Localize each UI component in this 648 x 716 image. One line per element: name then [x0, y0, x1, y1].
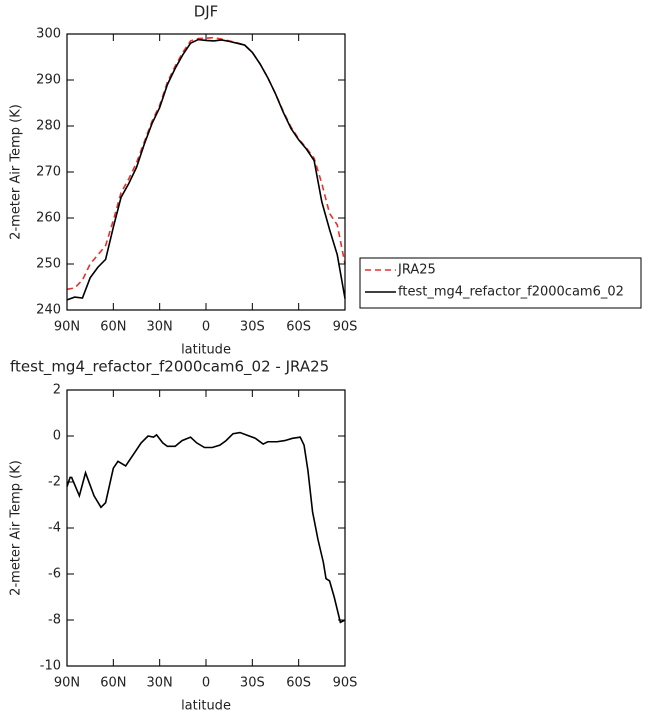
y-tick-label: 240 [36, 303, 61, 318]
x-tick-label: 60N [100, 320, 126, 335]
x-tick-label: 30N [147, 320, 173, 335]
x-axis-label: latitude [181, 699, 231, 714]
x-tick-label: 90S [333, 676, 358, 691]
y-tick-label: 250 [36, 257, 61, 272]
x-tick-label: 90N [54, 320, 80, 335]
y-tick-label: 2 [53, 383, 61, 398]
chart-title: DJF [194, 3, 219, 21]
data-line [66, 38, 346, 301]
x-tick-label: 60N [100, 676, 126, 691]
legend-label: JRA25 [397, 263, 436, 278]
data-line [66, 36, 346, 291]
x-tick-label: 90S [333, 320, 358, 335]
legend-box [359, 257, 642, 309]
x-tick-label: 90N [54, 676, 80, 691]
x-axis-label: latitude [181, 343, 231, 358]
plot-frame [66, 33, 346, 311]
x-tick-label: 30S [240, 676, 265, 691]
y-tick-label: -4 [48, 521, 61, 536]
legend-label: ftest_mg4_refactor_f2000cam6_02 [398, 285, 624, 300]
y-axis-label: 2-meter Air Temp (K) [9, 104, 24, 240]
y-tick-label: 290 [36, 73, 61, 88]
y-tick-label: -2 [48, 475, 61, 490]
y-tick-label: 270 [36, 165, 61, 180]
y-tick-label: -8 [48, 613, 61, 628]
plot-frame [66, 389, 346, 667]
y-tick-label: -10 [40, 659, 61, 674]
y-tick-label: -6 [48, 567, 61, 582]
y-tick-label: 260 [36, 211, 61, 226]
y-axis-label: 2-meter Air Temp (K) [9, 460, 24, 596]
x-tick-label: 60S [286, 320, 311, 335]
x-tick-label: 0 [202, 676, 210, 691]
x-tick-label: 60S [286, 676, 311, 691]
y-tick-label: 280 [36, 119, 61, 134]
x-tick-label: 0 [202, 320, 210, 335]
chart-title: ftest_mg4_refactor_f2000cam6_02 - JRA25 [10, 358, 329, 377]
x-tick-label: 30S [240, 320, 265, 335]
x-tick-label: 30N [147, 676, 173, 691]
data-line [66, 431, 346, 624]
y-tick-label: 0 [53, 429, 61, 444]
y-tick-label: 300 [36, 27, 61, 42]
